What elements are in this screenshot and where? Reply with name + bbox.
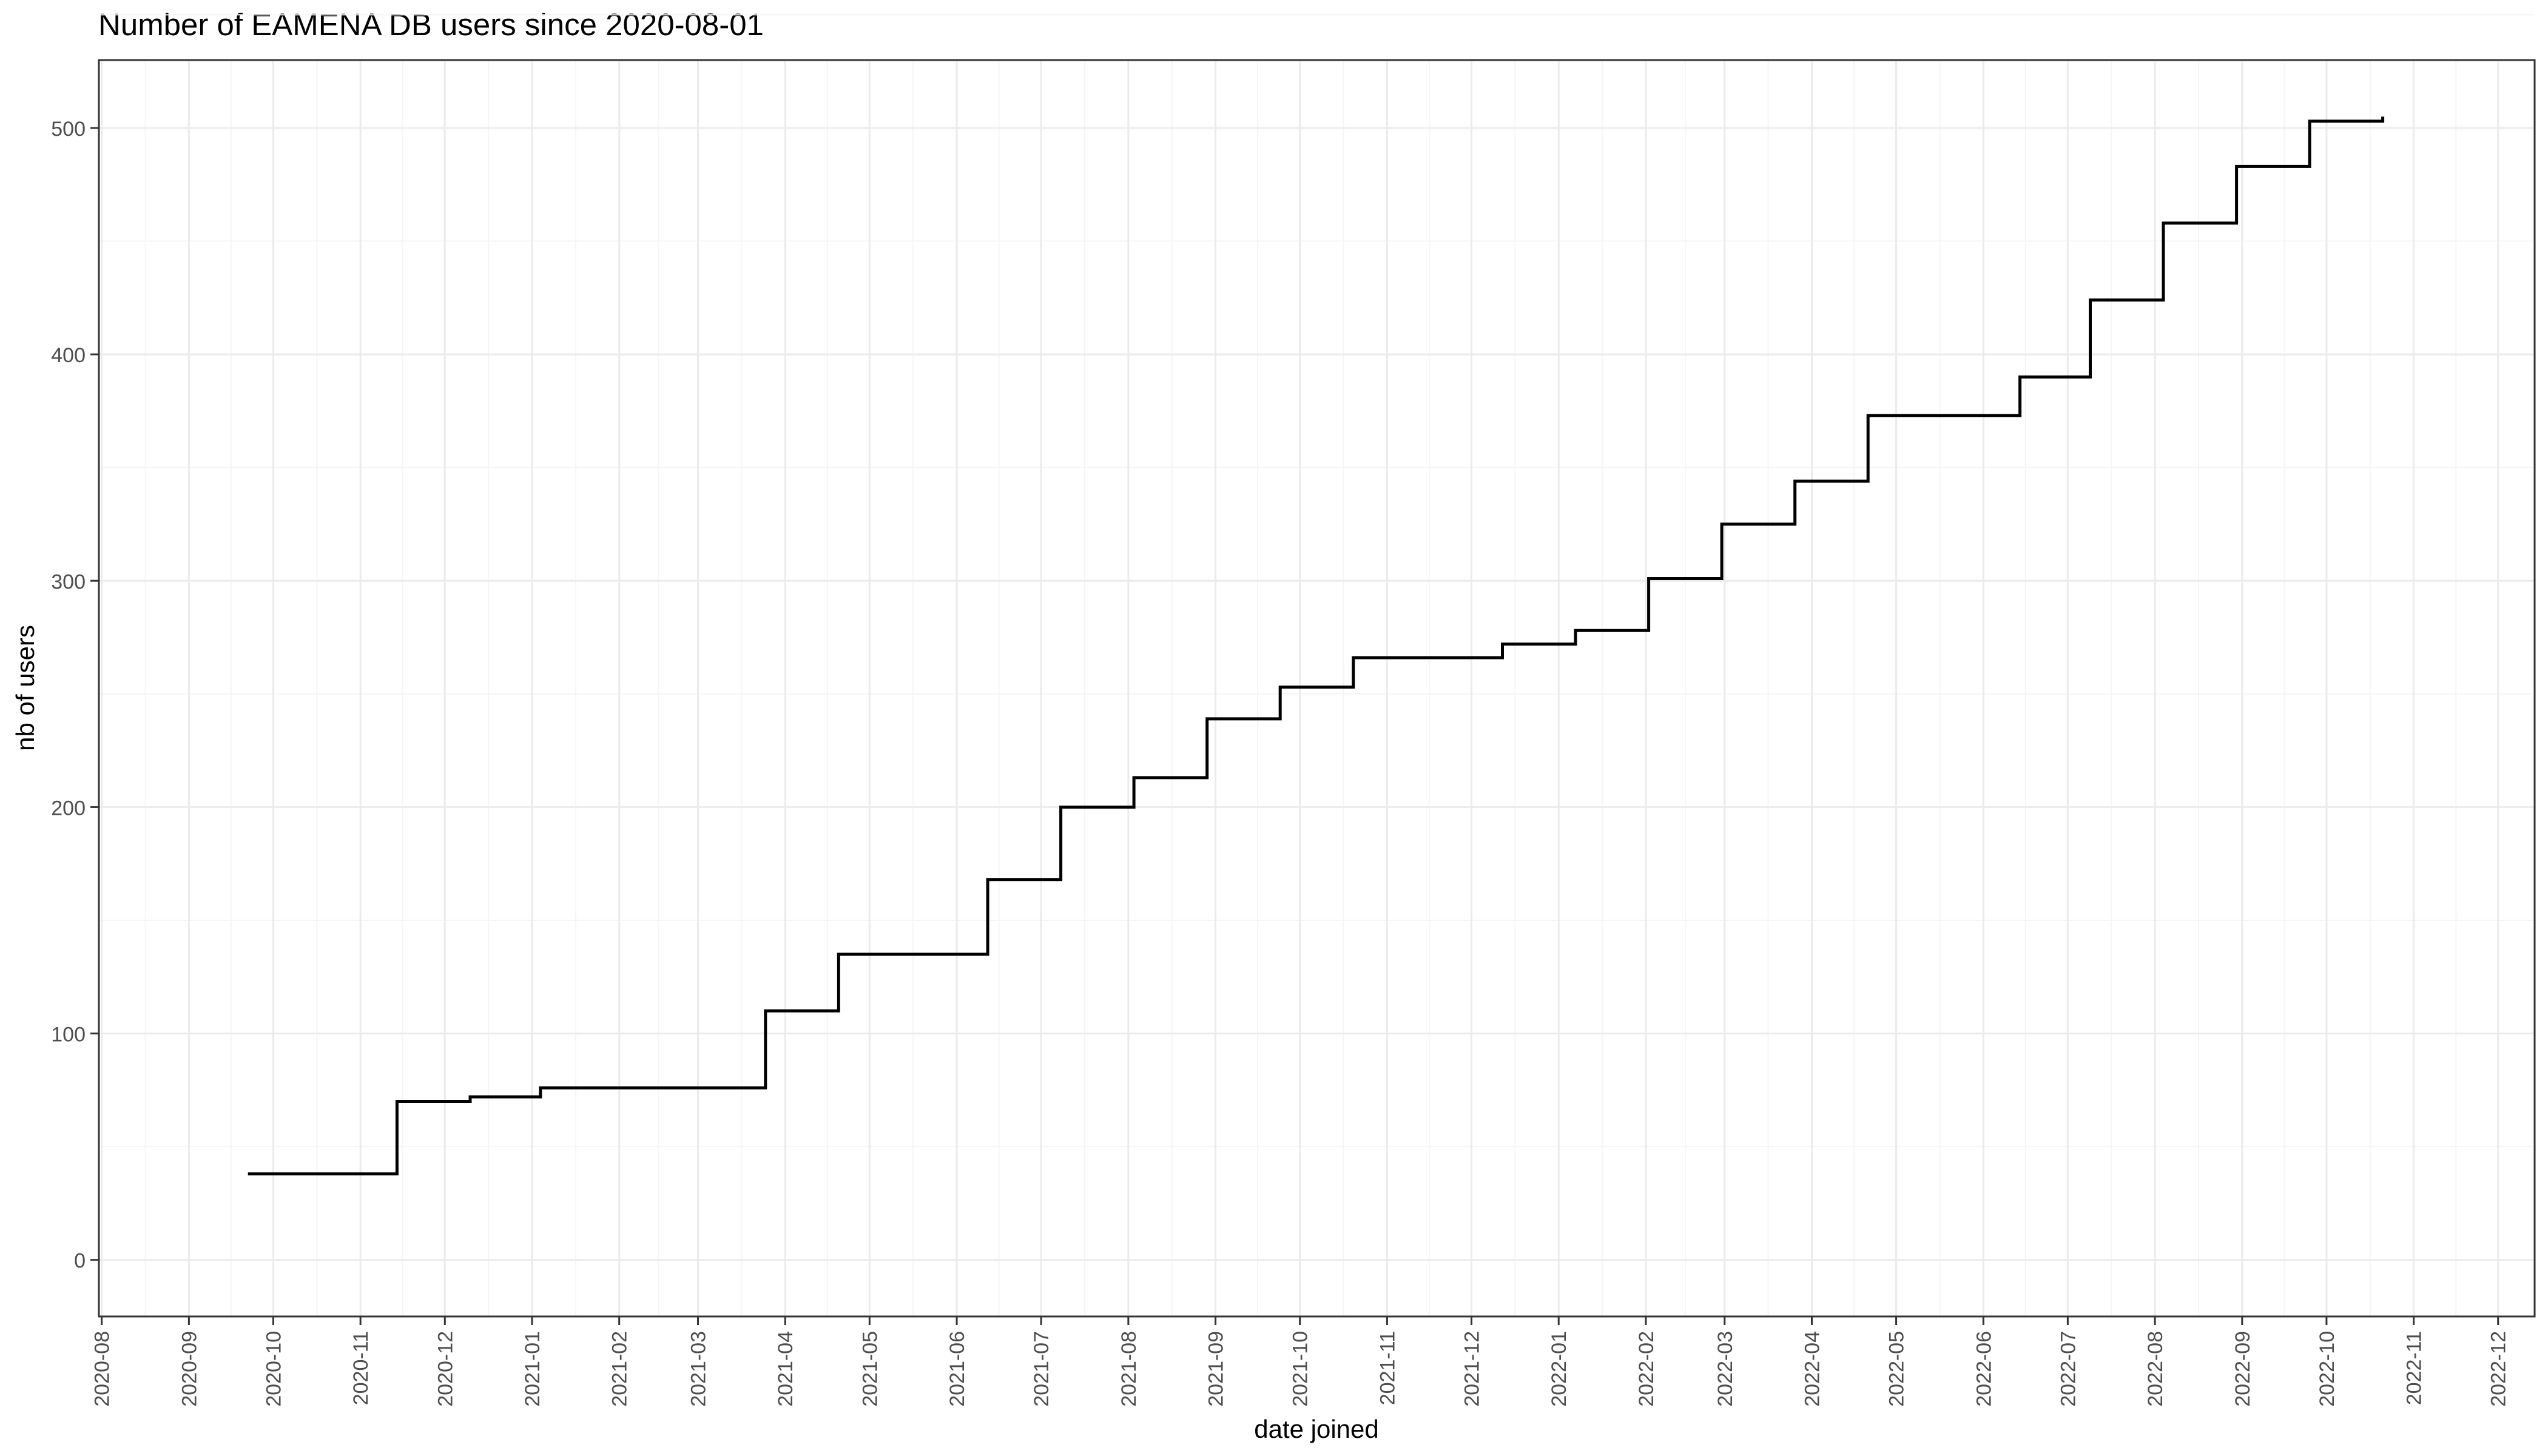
x-tick-label: 2022-10 [2316, 1331, 2339, 1407]
x-tick-label: 2021-01 [521, 1331, 544, 1407]
x-tick-label: 2021-06 [946, 1331, 969, 1407]
x-tick-label: 2021-10 [1289, 1331, 1312, 1407]
x-tick-label: 2021-11 [1376, 1331, 1399, 1405]
y-axis-label: nb of users [11, 625, 39, 751]
x-tick-label: 2022-11 [2403, 1331, 2426, 1405]
x-tick-label: 2021-04 [774, 1331, 797, 1407]
chart-title: Number of EAMENA DB users since 2020-08-… [98, 7, 764, 42]
major-gridlines [99, 60, 2535, 1316]
x-tick-label: 2021-09 [1205, 1331, 1228, 1407]
y-tick-label: 0 [74, 1250, 86, 1273]
x-tick-label: 2020-12 [434, 1331, 457, 1407]
x-tick-label: 2021-02 [608, 1331, 632, 1407]
x-tick-label: 2021-05 [858, 1331, 881, 1407]
y-tick-label: 500 [51, 118, 86, 141]
x-tick-label: 2020-09 [178, 1331, 201, 1407]
series-line [248, 116, 2385, 1176]
x-tick-label: 2022-01 [1548, 1331, 1571, 1407]
y-tick-label: 200 [51, 797, 86, 820]
x-tick-label: 2022-07 [2057, 1331, 2080, 1407]
x-tick-label: 2022-02 [1635, 1331, 1658, 1407]
minor-gridlines [99, 14, 2535, 1316]
x-tick-label: 2022-03 [1714, 1331, 1737, 1407]
x-tick-label: 2022-12 [2487, 1331, 2510, 1407]
y-tick-label: 300 [51, 570, 86, 593]
x-tick-label: 2020-08 [91, 1331, 114, 1407]
x-tick-label: 2022-08 [2144, 1331, 2167, 1407]
x-tick-label: 2020-11 [349, 1331, 372, 1405]
plot-panel-border [98, 59, 2536, 1318]
x-tick-label: 2022-05 [1886, 1331, 1909, 1407]
x-tick-label: 2021-03 [687, 1331, 710, 1407]
x-axis: 2020-08 2020-09 2020-10 2020-11 2020-12 2021-… [91, 1316, 2510, 1407]
x-tick-label: 2022-06 [1972, 1331, 1995, 1407]
x-tick-label: 2021-12 [1460, 1331, 1483, 1407]
x-tick-label: 2020-10 [262, 1331, 285, 1407]
x-axis-label: date joined [1254, 1415, 1379, 1443]
y-tick-label: 400 [51, 344, 86, 367]
y-tick-label: 100 [51, 1023, 86, 1046]
y-axis: 0 100 200 300 400 500 [51, 118, 99, 1273]
x-tick-label: 2021-08 [1117, 1331, 1141, 1407]
series-step-path [248, 116, 2385, 1176]
x-tick-label: 2022-04 [1801, 1331, 1824, 1407]
x-tick-label: 2021-07 [1030, 1331, 1053, 1407]
x-tick-label: 2022-09 [2231, 1331, 2254, 1407]
